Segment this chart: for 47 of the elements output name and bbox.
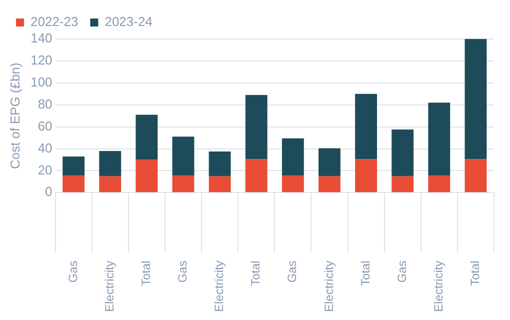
y-tick-label: 100 [30, 74, 52, 90]
bar [464, 39, 487, 160]
bar [428, 102, 450, 176]
bar [245, 94, 268, 160]
bar [318, 176, 340, 192]
y-tick-label: 140 [30, 30, 52, 46]
y-tick-label: 60 [38, 118, 52, 134]
y-tick-label: 0 [45, 184, 52, 200]
y-axis-title: Cost of EPG (£bn) [7, 62, 22, 169]
x-tick-label: Gas [394, 260, 409, 283]
x-tick-label: Gas [285, 260, 300, 283]
x-tick-label: Electricity [212, 260, 226, 312]
bar [355, 159, 378, 192]
x-tick-label: Electricity [102, 260, 116, 312]
bar [355, 94, 378, 160]
y-tick-label: 40 [38, 140, 52, 156]
x-tick-label: Total [248, 260, 263, 286]
bar [172, 136, 194, 176]
legend-label: 2022-23 [30, 14, 78, 30]
bar [136, 114, 158, 160]
bar [208, 176, 231, 192]
bar [245, 159, 268, 192]
bar [136, 160, 158, 192]
bar [62, 156, 85, 176]
bar [392, 176, 414, 192]
x-tick-label: Total [358, 260, 372, 286]
bar [172, 176, 194, 192]
legend-label: 2023-24 [104, 14, 152, 30]
x-tick-label: Total [468, 260, 482, 286]
bar [208, 152, 231, 176]
bar [318, 148, 340, 176]
y-tick-label: 80 [38, 96, 52, 112]
x-tick-label: Gas [66, 260, 80, 283]
bar [99, 176, 122, 192]
bar [99, 150, 122, 176]
bar [282, 176, 304, 192]
bar [62, 176, 85, 192]
x-tick-label: Gas [176, 260, 190, 283]
x-tick-label: Total [139, 260, 153, 286]
y-tick-label: 20 [38, 162, 52, 178]
bar [464, 159, 487, 192]
x-tick-label: Electricity [322, 260, 336, 312]
y-tick-label: 120 [30, 52, 52, 68]
bar [428, 176, 450, 192]
bar [282, 138, 304, 176]
bar [392, 130, 414, 176]
x-tick-label: Electricity [431, 260, 446, 312]
